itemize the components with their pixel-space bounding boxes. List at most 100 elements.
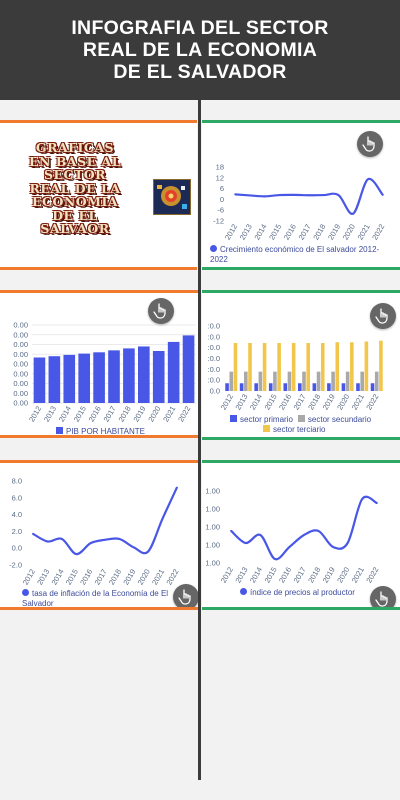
x-tick-label: 2013	[35, 568, 51, 587]
data-point	[133, 546, 135, 548]
chart-pib: 0.000.000.000.000.000.000.000.000.002012…	[13, 321, 196, 424]
bar-sector-secundario	[360, 371, 364, 391]
chart-card-ipp: 1.00 1.00 1.00 1.00 1.00 2012 2013 2014 2015 2016…	[202, 460, 400, 610]
bar-sector-secundario	[273, 371, 277, 391]
x-tick-label: 2020	[146, 405, 162, 424]
data-point	[338, 194, 340, 196]
legend-swatch-growth	[210, 245, 217, 252]
chart-card-growth: 18 12 6 0 -6 -12 2012 2013 2014 2015 2016 2017 2018 2…	[202, 120, 400, 270]
x-tick-label: 2014	[248, 566, 264, 585]
chart-sectors: :0.0:0.0:0.0:0.0:0.0:0.00.02012201320142…	[207, 322, 383, 412]
y-tick-label: 2.0	[12, 527, 22, 536]
legend-label-primario: sector primario	[240, 415, 293, 424]
y-tick-label: :0.0	[207, 343, 220, 352]
x-tick-label: 2016	[277, 566, 293, 585]
y-tick-label: :0.0	[207, 322, 220, 331]
chart-card-pib: 0.00 0.00 0.00 0.00 0.00 0.00 0.00 0.00 0.00 2012…	[0, 290, 198, 438]
bar	[108, 350, 120, 403]
x-tick-label: 2022	[364, 566, 380, 585]
x-tick-label: 2013	[233, 566, 249, 585]
bar-sector-secundario	[374, 371, 379, 391]
data-point	[104, 539, 106, 541]
x-tick-label: 2014	[252, 223, 268, 242]
data-point	[176, 487, 178, 489]
y-tick-label: :0.0	[207, 376, 220, 385]
bar-sector-secundario	[244, 371, 248, 391]
bar-sector-terciario	[335, 342, 340, 391]
bar	[152, 351, 165, 403]
y-tick-label: 1.00	[205, 487, 220, 496]
header-banner: INFOGRAFIA DEL SECTOR REAL DE LA ECONOMI…	[0, 0, 400, 100]
bar-sector-terciario	[291, 343, 296, 391]
x-tick-label: 2015	[263, 393, 279, 412]
legend-sectors: sector primario sector secundario sector t…	[230, 415, 395, 435]
chart-inflation: 8.06.04.02.00.0-2.0201220132014201520162…	[9, 477, 180, 587]
legend-pib: PIB POR HABITANTE	[56, 427, 145, 435]
y-tick-label: 0.00	[13, 330, 28, 339]
legend-item-terciario: sector terciario	[263, 425, 325, 435]
chart-growth: 181260-6-1220122013201420152016201720182…	[213, 163, 386, 242]
x-tick-label: 2018	[306, 393, 322, 412]
data-point	[332, 546, 334, 548]
x-tick-label: 2015	[72, 405, 88, 424]
bar-sector-secundario	[229, 371, 234, 391]
chart-card-sectors: :0.0:0.0:0.0:0.0:0.0:0.0 0.0 2012 2013 2014 2…	[202, 290, 400, 440]
y-tick-label: 4.0	[12, 510, 22, 519]
hand-pointer-icon	[362, 136, 375, 152]
x-tick-label: 2021	[350, 393, 366, 412]
data-point	[75, 553, 77, 555]
bar	[78, 353, 90, 403]
legend-swatch-primario	[230, 415, 237, 422]
bar-sector-terciario	[364, 341, 369, 391]
y-tick-label: 6.0	[12, 493, 22, 502]
bar-sector-primario	[370, 383, 375, 391]
data-point	[162, 518, 164, 520]
data-point	[279, 194, 281, 196]
x-tick-label: 2013	[42, 405, 58, 424]
bar	[138, 346, 150, 403]
tap-button-inflation[interactable]	[173, 584, 198, 607]
y-tick-label: 0	[220, 195, 224, 204]
tap-button-ipp[interactable]	[370, 586, 396, 607]
x-tick-label: 2019	[121, 568, 137, 587]
tap-button-sectors[interactable]	[370, 303, 396, 329]
y-tick-label: 0.00	[13, 369, 28, 378]
x-tick-label: 2012	[219, 566, 235, 585]
data-point	[289, 546, 291, 548]
y-tick-label: 0.00	[13, 399, 28, 408]
legend-swatch-terciario	[263, 425, 270, 432]
legend-label-ipp: índice de precios al productor	[250, 588, 355, 597]
series-line	[234, 177, 384, 215]
bar-sector-primario	[239, 383, 244, 391]
bar-sector-secundario	[331, 371, 335, 391]
y-tick-label: 0.00	[13, 389, 28, 398]
data-point	[352, 213, 354, 215]
x-tick-label: 2012	[219, 393, 235, 412]
tap-button-pib[interactable]	[148, 298, 174, 324]
bar-sector-terciario	[233, 343, 238, 391]
x-tick-label: 2021	[356, 223, 372, 242]
legend-swatch-inflation	[22, 589, 29, 596]
y-tick-label: 0.00	[13, 321, 28, 330]
bar-sector-primario	[356, 383, 360, 391]
data-point	[61, 538, 63, 540]
data-point	[361, 498, 363, 500]
data-point	[249, 195, 251, 197]
bar-sector-secundario	[258, 371, 263, 391]
legend-label-growth: Crecimiento económico de El salvador 201…	[210, 245, 380, 264]
x-tick-label: 2014	[50, 568, 66, 587]
tap-button-growth[interactable]	[357, 131, 383, 157]
data-point	[303, 534, 305, 536]
data-point	[259, 534, 261, 536]
x-tick-label: 2013	[233, 393, 249, 412]
data-point	[118, 538, 120, 540]
title-card-text: GRAFICAS EN BASE AL SECTOR REAL DE LA EC…	[29, 140, 121, 236]
bar-sector-primario	[312, 383, 317, 391]
bar	[182, 335, 195, 403]
y-tick-label: :0.0	[207, 365, 220, 374]
bar-sector-secundario	[287, 371, 292, 391]
x-tick-label: 2014	[248, 393, 264, 412]
bar-sector-secundario	[316, 371, 321, 391]
x-tick-label: 2017	[292, 566, 308, 585]
hand-pointer-icon	[375, 308, 388, 324]
